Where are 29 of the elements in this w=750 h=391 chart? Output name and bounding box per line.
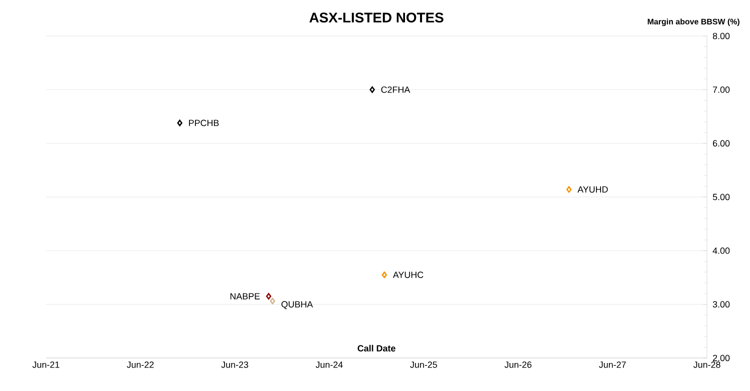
y-tick-label: 5.00	[712, 194, 730, 200]
series-label: PPCHB	[189, 120, 219, 126]
x-tick-label: Jun-27	[599, 362, 626, 368]
point	[266, 293, 272, 300]
x-tick-label: Jun-26	[504, 362, 532, 368]
series-label: NABPE	[230, 293, 260, 300]
point	[270, 298, 276, 304]
point	[566, 186, 572, 193]
chart-title: ASX-LISTED NOTES	[309, 12, 444, 23]
series-label: QUBHA	[281, 301, 313, 310]
series-label: AYUHD	[578, 186, 608, 193]
point	[382, 272, 387, 278]
x-tick-label: Jun-21	[32, 362, 60, 368]
x-tick-label: Jun-23	[221, 362, 248, 368]
y-tick-label: 3.00	[712, 301, 730, 308]
y-tick-label: 4.00	[712, 247, 730, 254]
x-tick-label: Jun-22	[126, 362, 154, 368]
x-axis-title: Call Date	[358, 344, 396, 352]
point	[370, 86, 375, 93]
x-tick-label: Jun-24	[316, 362, 343, 368]
x-tick-label: Jun-25	[410, 362, 438, 368]
series-label: C2FHA	[381, 86, 410, 93]
y-tick-label: 6.00	[712, 140, 730, 147]
y-tick-label: 7.00	[712, 86, 730, 93]
series-label: AYUHC	[392, 272, 424, 278]
y-tick-label: 8.00	[712, 32, 730, 40]
x-tick-label: Jun-28	[693, 362, 720, 368]
y-tick-label: 2.00	[712, 354, 730, 362]
point	[177, 120, 182, 126]
